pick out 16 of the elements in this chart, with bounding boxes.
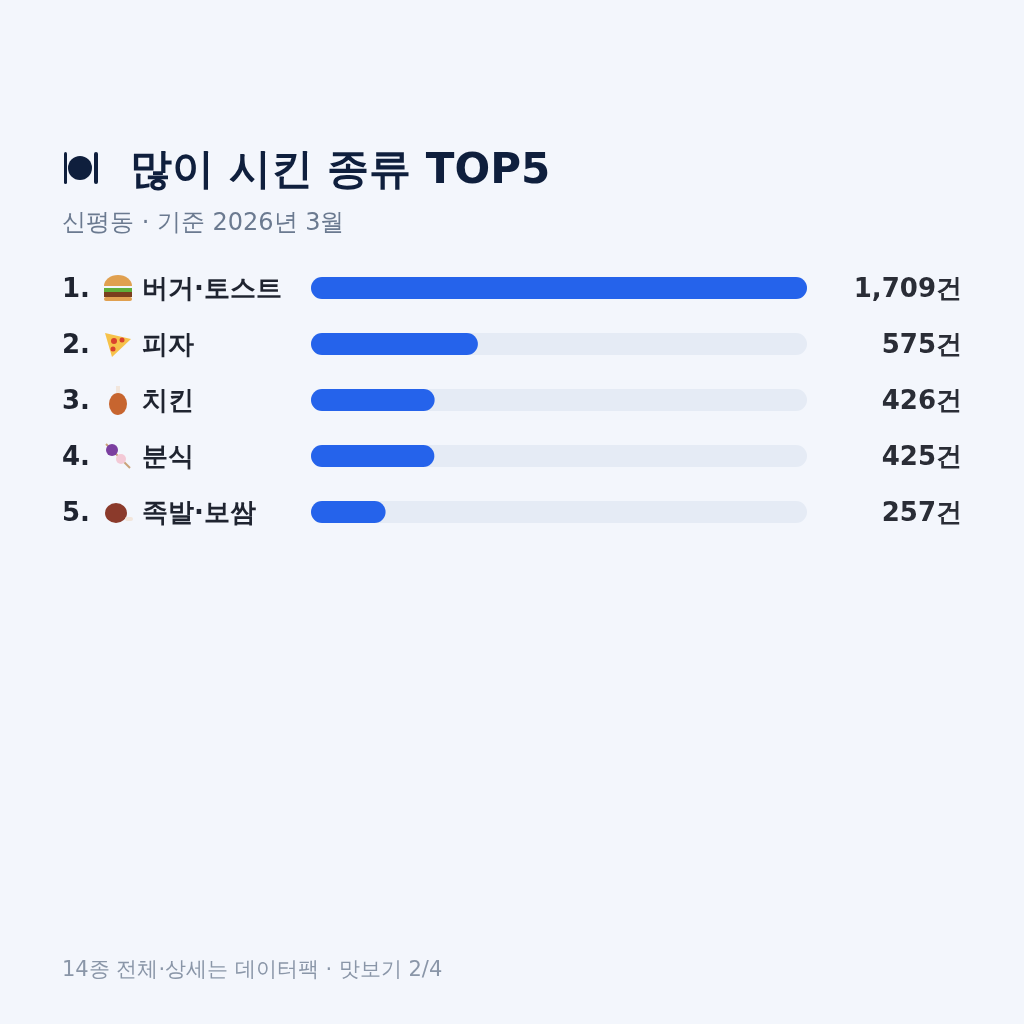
bar xyxy=(311,389,435,411)
chart-subtitle: 신평동 · 기준 2026년 3월 xyxy=(62,208,345,236)
data-label: 575건 xyxy=(881,329,962,359)
data-label: 426건 xyxy=(881,385,962,415)
chart-title: 많이 시킨 종류 TOP5 xyxy=(130,144,551,193)
category-label: 1. 버거·토스트 xyxy=(62,273,282,303)
bar xyxy=(311,445,435,467)
text: 14종 전체·상세는 데이터팩 · 맛보기 2/4 xyxy=(62,957,443,981)
bar xyxy=(311,501,386,523)
category-label: 2. 피자 xyxy=(62,329,194,359)
category-label: 3. 치킨 xyxy=(62,385,194,415)
category-label: 4. 분식 xyxy=(62,441,194,471)
category-label: 5. 족발·보쌈 xyxy=(62,497,256,527)
data-label: 1,709건 xyxy=(853,273,962,303)
data-label: 257건 xyxy=(881,497,962,527)
data-label: 425건 xyxy=(881,441,962,471)
